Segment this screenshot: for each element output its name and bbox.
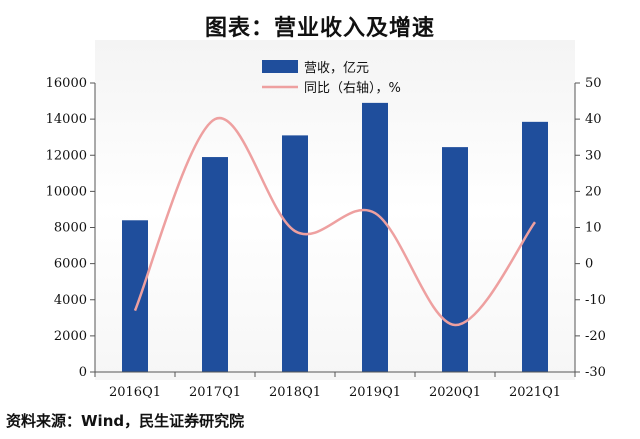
bar-2017Q1 xyxy=(202,157,228,372)
bar-2016Q1 xyxy=(122,220,148,372)
y-left-tick-label: 0 xyxy=(79,365,87,380)
y-right-tick-label: 50 xyxy=(585,76,602,91)
y-right-tick-label: 20 xyxy=(585,184,602,199)
y-right-tick-label: 30 xyxy=(585,148,602,163)
y-left-tick-label: 12000 xyxy=(46,148,87,163)
bar-2019Q1 xyxy=(362,102,388,373)
bars-layer xyxy=(122,102,548,373)
y-left-tick-label: 14000 xyxy=(46,112,87,127)
y-right-tick-label: -20 xyxy=(585,329,606,344)
y-left-tick-label: 6000 xyxy=(54,257,87,272)
axes-layer: 0 2000 4000 6000 8000 10000 12000 14000 16000 -30… xyxy=(46,76,606,400)
x-tick-label: 2018Q1 xyxy=(269,385,321,400)
source-note: 资料来源：Wind，民生证券研究院 xyxy=(6,412,245,430)
y-right-tick-label: 40 xyxy=(585,112,602,127)
series-line-yoy xyxy=(133,116,536,327)
x-tick-label: 2016Q1 xyxy=(109,385,161,400)
x-tick-label: 2019Q1 xyxy=(349,385,401,400)
y-left-tick-label: 8000 xyxy=(54,221,87,236)
bar-2021Q1 xyxy=(522,121,548,372)
y-right-tick-label: -10 xyxy=(585,293,606,308)
y-left-tick-label: 2000 xyxy=(54,329,87,344)
x-tick-label: 2021Q1 xyxy=(509,385,561,400)
y-right-tick-label: 10 xyxy=(585,221,602,236)
x-tick-label: 2017Q1 xyxy=(189,385,241,400)
chart-title: 图表：营业收入及增速 xyxy=(204,16,435,41)
bar-2018Q1 xyxy=(282,135,308,372)
legend-label-revenue: 营收，亿元 xyxy=(304,61,369,76)
plot-background xyxy=(95,40,575,380)
line-layer xyxy=(133,116,536,327)
y-right-tick-label: 0 xyxy=(585,257,593,272)
legend-label-yoy: 同比（右轴），% xyxy=(304,81,401,96)
legend-swatch-revenue xyxy=(262,60,298,73)
y-left-tick-label: 16000 xyxy=(46,76,87,91)
y-left-tick-label: 4000 xyxy=(54,293,87,308)
y-left-tick-label: 10000 xyxy=(46,184,87,199)
y-right-tick-label: -30 xyxy=(585,365,606,380)
x-tick-label: 2020Q1 xyxy=(429,385,481,400)
bar-2020Q1 xyxy=(442,147,468,372)
